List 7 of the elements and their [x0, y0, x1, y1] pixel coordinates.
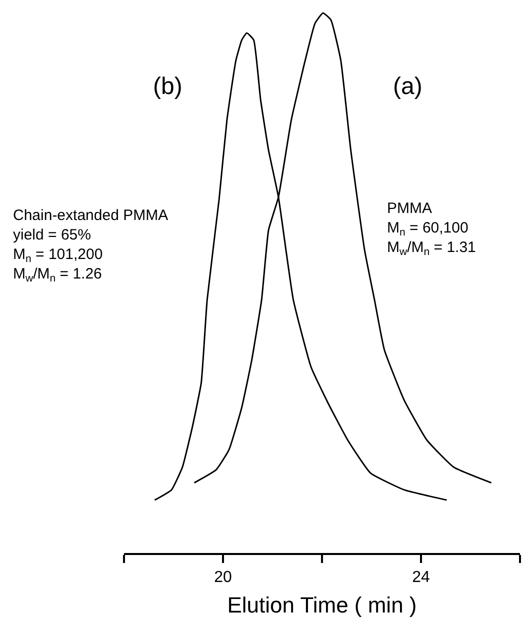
text: PMMA M$_{n}$ = 60,100 M$_{w}$/M$_{n}$ = 1.31	[387, 200, 476, 258]
x-tick-label: 20	[214, 568, 232, 586]
text: Chain-extanded PMMA yield = 65% M$_{n}$ = 101,200 M$_{w}$/M$_{n}$ = 1.26	[13, 207, 168, 285]
annotation: (b)	[153, 73, 182, 100]
x-axis-title: Elution Time ( min )	[227, 592, 417, 618]
annotation: (a)	[393, 73, 422, 100]
x-tick-label: 24	[412, 568, 430, 586]
